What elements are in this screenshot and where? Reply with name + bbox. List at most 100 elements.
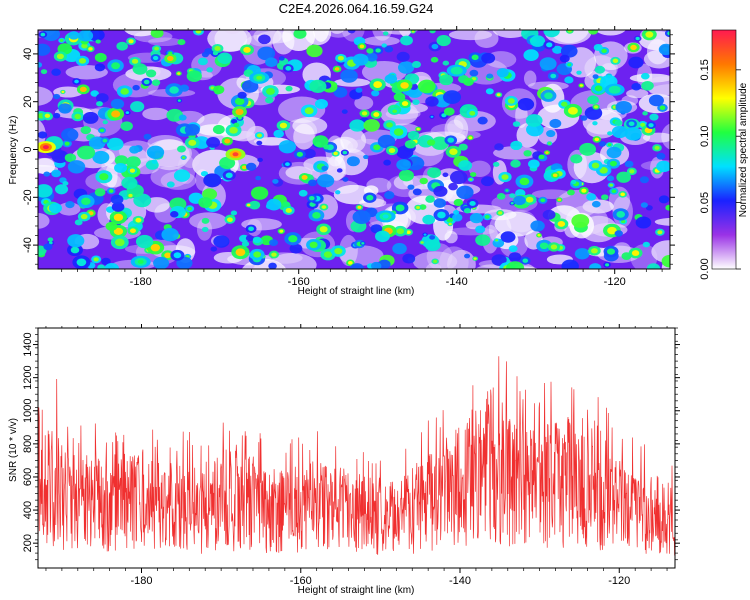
spectrogram-blob: [268, 262, 277, 269]
spectrogram-low-region: [223, 30, 242, 34]
spectrogram-blob: [431, 136, 449, 150]
spectrogram-blob-core: [334, 247, 343, 255]
x-tick-label: -120: [604, 276, 626, 288]
spectrogram-blob-core: [150, 243, 161, 252]
spectrogram-blob-core: [473, 257, 477, 260]
spectrogram-blob: [130, 101, 145, 113]
y-tick-label: 1000: [22, 399, 34, 423]
spectrogram-blob: [335, 190, 341, 195]
spectrogram-blob: [450, 170, 468, 185]
spectrogram-blob: [184, 124, 200, 136]
spectrogram-blob: [436, 35, 451, 47]
spectrogram-blob: [615, 100, 632, 114]
spectrogram-blob: [342, 177, 349, 182]
spectrogram-blob: [646, 263, 661, 269]
spectrogram-blob: [110, 194, 124, 205]
spectrogram-blob-core: [406, 230, 411, 235]
spectrogram-blob: [591, 200, 601, 208]
spectrogram-blob-core: [373, 112, 380, 117]
spectrogram-blob-core: [361, 111, 368, 116]
spectrogram-blob: [383, 159, 392, 166]
spectrogram-blob-core: [128, 193, 133, 198]
spectrogram-blob: [429, 235, 436, 240]
spectrogram-blob-core: [102, 138, 108, 143]
spectrogram-blob: [492, 161, 500, 167]
spectrogram-blob-core: [214, 45, 221, 51]
spectrogram-blob-core: [120, 88, 129, 95]
spectrogram-blob-core: [357, 205, 362, 209]
spectrogram-blob-core: [304, 107, 314, 115]
spectrogram-blob: [106, 137, 124, 151]
spectrogram-blob-core: [396, 228, 405, 235]
spectrogram-low-region: [531, 189, 572, 199]
spectrogram-blob: [658, 195, 670, 204]
spectrogram-low-region: [549, 30, 590, 44]
spectrogram-blob-core: [74, 79, 79, 84]
y-tick-label: 0: [22, 146, 34, 152]
spectrogram-blob-core: [579, 84, 583, 87]
spectrogram-blob-core: [557, 220, 566, 227]
spectrogram-blob: [442, 60, 450, 66]
y-tick-label: 1400: [22, 332, 34, 356]
spectrogram-low-region: [38, 158, 56, 175]
spectrogram-blob: [121, 176, 138, 190]
spectrogram-blob-core: [195, 30, 202, 34]
spectrogram-blob: [51, 169, 62, 178]
spectrogram-blob-core: [648, 123, 654, 128]
spectrogram-blob: [102, 120, 108, 125]
spectrogram-blob: [645, 205, 653, 211]
spectrogram-blob: [567, 189, 575, 196]
spectrogram-blob: [549, 118, 562, 128]
colorbar: 0.00 0.05 0.10 0.15 Normalized spectral amp…: [699, 29, 749, 280]
spectrogram-blob-core: [111, 110, 121, 118]
spectrogram-low-region: [187, 272, 215, 280]
spectrogram-blob-core: [400, 82, 409, 89]
spectrogram-blob: [346, 156, 360, 167]
spectrogram-blob: [439, 74, 454, 86]
hot-spot: [256, 75, 263, 80]
spectrogram-blob-core: [167, 55, 174, 62]
spectrogram-blob: [120, 121, 133, 131]
y-tick-label: 400: [22, 501, 34, 519]
spectrogram-blob: [412, 99, 420, 105]
spectrogram-blob-core: [337, 55, 344, 61]
spectrogram-blob: [393, 92, 406, 102]
spectrogram-blob: [258, 34, 271, 45]
hot-spot: [453, 68, 460, 73]
spectrogram-blob: [453, 210, 460, 215]
spectrogram-blob: [576, 70, 582, 75]
spectrogram-blob: [352, 210, 371, 225]
spectrogram-blob: [306, 44, 323, 58]
spectrogram-blob-core: [411, 30, 415, 33]
spectrogram-blob-core: [591, 162, 600, 169]
spectrogram-blob: [53, 93, 61, 100]
spectrogram-blob: [580, 115, 588, 121]
spectrogram-blob: [510, 159, 521, 168]
spectrogram-blob: [151, 159, 158, 164]
spectrogram-blob: [477, 116, 488, 125]
spectrogram-blob-core: [510, 202, 514, 205]
spectrogram-blob-core: [333, 151, 338, 156]
spectrogram-blob-core: [113, 227, 124, 235]
spectrogram-blob: [217, 52, 233, 64]
spectrogram-blob: [248, 200, 261, 210]
spectrogram-blob: [210, 246, 218, 252]
spectrogram-blob: [252, 236, 262, 244]
spectrogram-blob: [508, 252, 522, 262]
spectrogram-blob-core: [659, 105, 666, 111]
spectrogram-blob: [606, 175, 615, 182]
spectrogram-blob-core: [612, 58, 619, 63]
spectrogram-blob-core: [188, 139, 197, 146]
spectrogram-blob: [340, 69, 358, 83]
spectrogram-blob: [381, 43, 388, 48]
spectrogram-blob-core: [611, 189, 617, 194]
spectrogram-blob-core: [40, 32, 46, 37]
spectrogram-blob-core: [601, 48, 607, 53]
spectrogram-blob-core: [64, 141, 70, 146]
spectrogram-blob: [206, 67, 213, 73]
spectrogram-blob: [392, 242, 407, 255]
spectrogram-blob: [67, 234, 85, 248]
colorbar-label: Normalized spectral amplitude: [738, 82, 749, 217]
spectrogram-blob: [256, 140, 263, 146]
spectrogram-blob-core: [469, 110, 476, 116]
